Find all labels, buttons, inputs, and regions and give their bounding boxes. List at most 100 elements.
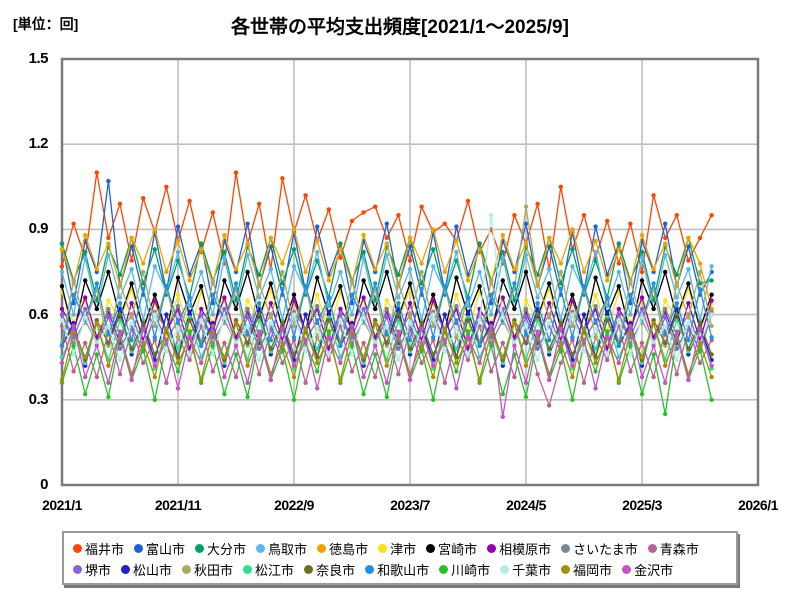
- data-point: [593, 369, 598, 374]
- data-point: [697, 235, 703, 241]
- legend-color-dot: [182, 565, 192, 574]
- data-point: [315, 249, 320, 255]
- legend-item: 福岡市: [561, 560, 612, 579]
- data-point: [605, 318, 610, 323]
- data-point: [326, 329, 331, 334]
- data-point: [338, 306, 343, 312]
- data-point: [361, 315, 366, 320]
- data-point: [384, 323, 389, 329]
- data-point: [663, 315, 668, 320]
- data-point: [419, 360, 424, 366]
- data-point: [686, 267, 691, 272]
- x-tick-label: 2024/5: [506, 497, 546, 513]
- data-point: [477, 318, 482, 323]
- data-point: [477, 241, 482, 246]
- data-point: [222, 306, 227, 312]
- data-point: [291, 264, 297, 269]
- data-point: [187, 303, 192, 309]
- data-point: [396, 372, 401, 377]
- data-point: [164, 380, 169, 385]
- data-point: [697, 320, 703, 326]
- data-point: [268, 301, 273, 306]
- data-point: [210, 292, 215, 297]
- data-point: [709, 323, 714, 329]
- data-point: [187, 198, 192, 204]
- data-point: [442, 380, 447, 385]
- data-point: [419, 340, 424, 346]
- data-point: [512, 320, 517, 326]
- data-point: [419, 261, 424, 266]
- data-point: [605, 352, 610, 357]
- data-point: [442, 269, 447, 275]
- data-point: [407, 235, 413, 241]
- data-point: [581, 326, 587, 331]
- data-point: [500, 278, 505, 283]
- data-point: [709, 213, 714, 218]
- data-point: [628, 352, 633, 357]
- data-point: [593, 249, 598, 255]
- data-point: [407, 315, 413, 320]
- data-point: [593, 238, 598, 243]
- data-point: [547, 338, 552, 343]
- data-point: [697, 360, 703, 366]
- data-point: [454, 335, 459, 340]
- data-point: [373, 267, 378, 272]
- data-point: [686, 346, 691, 351]
- data-point: [106, 178, 111, 184]
- data-point: [407, 244, 413, 249]
- legend-item-label: 金沢市: [634, 563, 674, 578]
- legend-item: 奈良市: [304, 560, 355, 579]
- data-point: [257, 295, 262, 300]
- data-point: [349, 218, 355, 224]
- data-point: [59, 306, 65, 312]
- data-point: [593, 386, 598, 391]
- data-point: [361, 278, 366, 283]
- data-point: [663, 380, 668, 385]
- data-point: [442, 338, 447, 343]
- data-point: [442, 326, 447, 331]
- data-point: [639, 355, 645, 360]
- data-point: [465, 309, 471, 314]
- data-point: [268, 377, 273, 383]
- data-point: [512, 213, 517, 218]
- data-point: [500, 340, 505, 346]
- data-point: [129, 281, 134, 286]
- data-point: [361, 391, 366, 397]
- data-point: [338, 312, 343, 317]
- legend-item-label: 和歌山市: [377, 563, 430, 578]
- data-point: [605, 295, 610, 300]
- data-point: [674, 295, 679, 300]
- legend-item-label: 鳥取市: [268, 542, 308, 557]
- data-point: [628, 292, 633, 297]
- legend-item: 金沢市: [622, 560, 673, 579]
- data-point: [303, 338, 308, 343]
- unit-label: [単位：回]: [13, 16, 79, 32]
- data-point: [639, 269, 645, 275]
- data-point: [349, 369, 355, 374]
- data-point: [210, 343, 215, 348]
- data-point: [233, 267, 239, 272]
- data-point: [164, 312, 169, 317]
- data-point: [547, 315, 552, 320]
- legend-item-label: 青森市: [659, 542, 699, 557]
- data-point: [152, 292, 157, 297]
- data-point: [175, 335, 181, 340]
- data-point: [523, 204, 529, 209]
- data-point: [570, 292, 575, 297]
- data-point: [523, 306, 529, 312]
- data-point: [59, 377, 65, 383]
- data-point: [280, 340, 285, 346]
- data-point: [663, 241, 668, 246]
- data-point: [117, 295, 123, 300]
- data-point: [442, 312, 447, 317]
- data-point: [384, 235, 389, 241]
- data-point: [83, 295, 88, 300]
- data-point: [558, 326, 563, 331]
- data-point: [291, 227, 297, 232]
- data-point: [280, 261, 285, 266]
- data-point: [152, 264, 157, 269]
- legend-color-dot: [561, 565, 571, 574]
- data-point: [674, 281, 679, 286]
- data-point: [651, 374, 656, 380]
- data-point: [338, 284, 343, 289]
